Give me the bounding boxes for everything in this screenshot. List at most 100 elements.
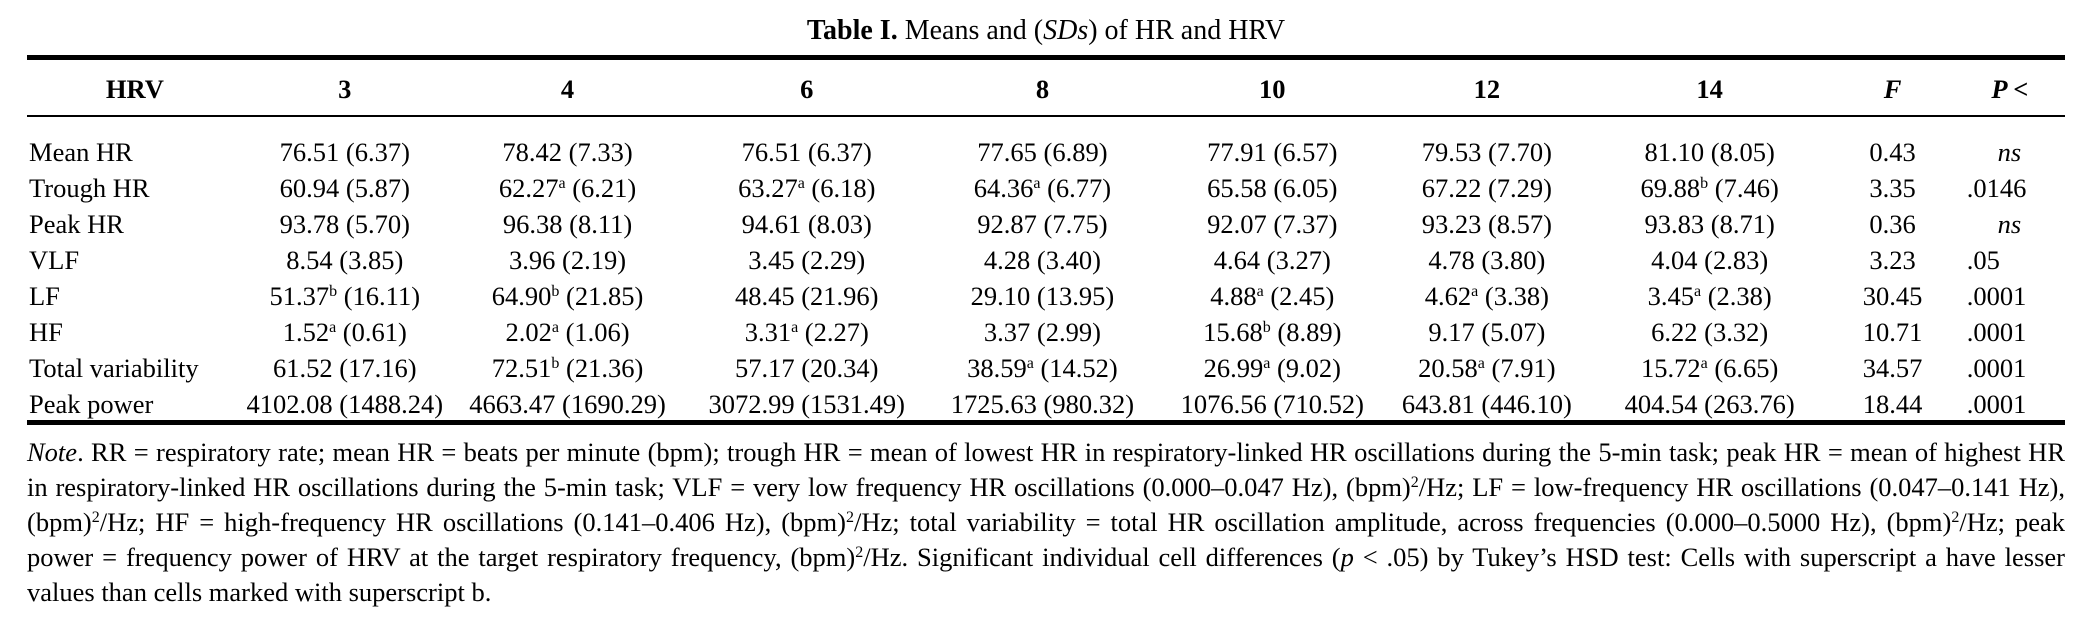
column-header-7: 14 (1696, 74, 1723, 104)
cell-sd: (980.32) (1043, 389, 1135, 419)
cell-sd: (3.80) (1481, 245, 1546, 275)
cell-sd: (21.85) (566, 281, 644, 311)
table-cell: 77.65 (6.89) (925, 134, 1160, 170)
table-cell: 4102.08 (1488.24) (243, 386, 447, 422)
cell-mean: 1.52 (282, 317, 330, 347)
table-cell: 1725.63 (980.32) (925, 386, 1160, 422)
cell-mean: 3072.99 (708, 389, 795, 419)
cell-mean: 79.53 (1421, 137, 1482, 167)
table-cell: 51.37b (16.11) (243, 278, 447, 314)
f-value: 0.36 (1869, 209, 1916, 239)
table-cell: 92.07 (7.37) (1160, 206, 1385, 242)
cell-mean: 93.23 (1421, 209, 1482, 239)
p-value: .0146 (1966, 173, 2027, 203)
cell-superscript: a (558, 175, 566, 192)
table-cell: 72.51b (21.36) (447, 350, 689, 386)
cell-sd: (3.32) (1704, 317, 1769, 347)
cell-mean: 3.31 (744, 317, 792, 347)
note-text: /Hz; total variability = total HR oscill… (853, 507, 1952, 537)
row-label: LF (29, 281, 60, 311)
column-header-9: P < (1991, 74, 2029, 104)
cell-mean: 38.59 (967, 353, 1027, 383)
cell-superscript: a (1026, 355, 1034, 372)
cell-mean: 61.52 (273, 353, 333, 383)
cell-sd: (21.96) (801, 281, 879, 311)
column-header-4: 8 (1035, 74, 1050, 104)
cell-superscript: a (797, 175, 805, 192)
cell-superscript: a (1477, 355, 1485, 372)
table-cell: 4.28 (3.40) (925, 242, 1160, 278)
row-label: Trough HR (29, 173, 150, 203)
table-cell: 643.81 (446.10) (1385, 386, 1589, 422)
table-row: Total variability 61.52 (17.16) 72.51b (21… (27, 350, 2065, 386)
cell-sd: (6.05) (1273, 173, 1338, 203)
cell-sd: (2.83) (1704, 245, 1769, 275)
table-cell: 4.88a (2.45) (1160, 278, 1385, 314)
cell-mean: 63.27 (738, 173, 798, 203)
cell-mean: 3.45 (1647, 281, 1694, 311)
cell-mean: 643.81 (1401, 389, 1475, 419)
cell-sd: (6.89) (1043, 137, 1108, 167)
cell-sd: (5.70) (345, 209, 410, 239)
table-cell: 26.99a (9.02) (1160, 350, 1385, 386)
note-superscript: 2 (1951, 509, 1960, 526)
cell-sd: (6.77) (1047, 173, 1112, 203)
cell-sd: (7.37) (1273, 209, 1338, 239)
cell-mean: 4102.08 (246, 389, 333, 419)
p-value: .0001 (1966, 281, 2027, 311)
cell-mean: 20.58 (1418, 353, 1478, 383)
cell-mean: 76.51 (741, 137, 802, 167)
table-row: Peak power 4102.08 (1488.24) 4663.47 (1690… (27, 386, 2065, 422)
cell-mean: 96.38 (502, 209, 563, 239)
cell-superscript: b (551, 283, 560, 300)
table-cell: 4663.47 (1690.29) (447, 386, 689, 422)
cell-sd: (2.45) (1270, 281, 1335, 311)
cell-mean: 1076.56 (1180, 389, 1267, 419)
cell-mean: 69.88 (1640, 173, 1701, 203)
row-label: VLF (29, 245, 80, 275)
cell-sd: (446.10) (1481, 389, 1572, 419)
cell-superscript: a (329, 319, 337, 336)
cell-mean: 76.51 (279, 137, 340, 167)
cell-sd: (6.37) (345, 137, 410, 167)
p-value: .05 (1966, 245, 2000, 275)
cell-sd: (8.03) (807, 209, 872, 239)
table-cell: 63.27a (6.18) (688, 170, 925, 206)
cell-mean: 26.99 (1203, 353, 1264, 383)
cell-mean: 3.45 (748, 245, 795, 275)
cell-sd: (5.07) (1481, 317, 1546, 347)
cell-sd: (710.52) (1273, 389, 1364, 419)
cell-mean: 4.62 (1424, 281, 1472, 311)
cell-mean: 3.37 (983, 317, 1031, 347)
p-value: ns (1997, 137, 2022, 167)
table-cell: 3.45a (2.38) (1589, 278, 1831, 314)
cell-mean: 93.78 (279, 209, 340, 239)
table-cell: 67.22 (7.29) (1385, 170, 1589, 206)
table-cell: 78.42 (7.33) (447, 134, 689, 170)
table-title-text: Means and (SDs) of HR and HRV (904, 15, 1286, 46)
f-value: 0.43 (1869, 137, 1916, 167)
table-top-rule (27, 55, 2065, 60)
table-cell: 404.54 (263.76) (1589, 386, 1831, 422)
table-cell: 9.17 (5.07) (1385, 314, 1589, 350)
row-label: Total variability (29, 353, 199, 383)
cell-mean: 4.64 (1213, 245, 1261, 275)
note-superscript: 2 (1410, 474, 1419, 491)
table-cell: 38.59a (14.52) (925, 350, 1160, 386)
cell-sd: (2.99) (1036, 317, 1101, 347)
table-row: HF 1.52a (0.61) 2.02a (1.06) 3.31a (2.27) 3.… (27, 314, 2065, 350)
cell-mean: 4.88 (1210, 281, 1257, 311)
table-cell: 76.51 (6.37) (688, 134, 925, 170)
cell-mean: 72.51 (491, 353, 552, 383)
note-text: /Hz; peak power = frequency power of HRV… (27, 507, 2065, 572)
column-header-0: HRV (105, 74, 164, 104)
cell-superscript: a (1263, 355, 1271, 372)
cell-sd: (7.46) (1714, 173, 1779, 203)
row-label: Mean HR (29, 137, 133, 167)
table-note: Note. RR = respiratory rate; mean HR = b… (27, 435, 2065, 610)
cell-superscript: b (551, 355, 560, 372)
cell-sd: (21.36) (566, 353, 644, 383)
column-header-1: 3 (338, 74, 352, 104)
table-cell: 65.58 (6.05) (1160, 170, 1385, 206)
cell-mean: 15.72 (1640, 353, 1701, 383)
